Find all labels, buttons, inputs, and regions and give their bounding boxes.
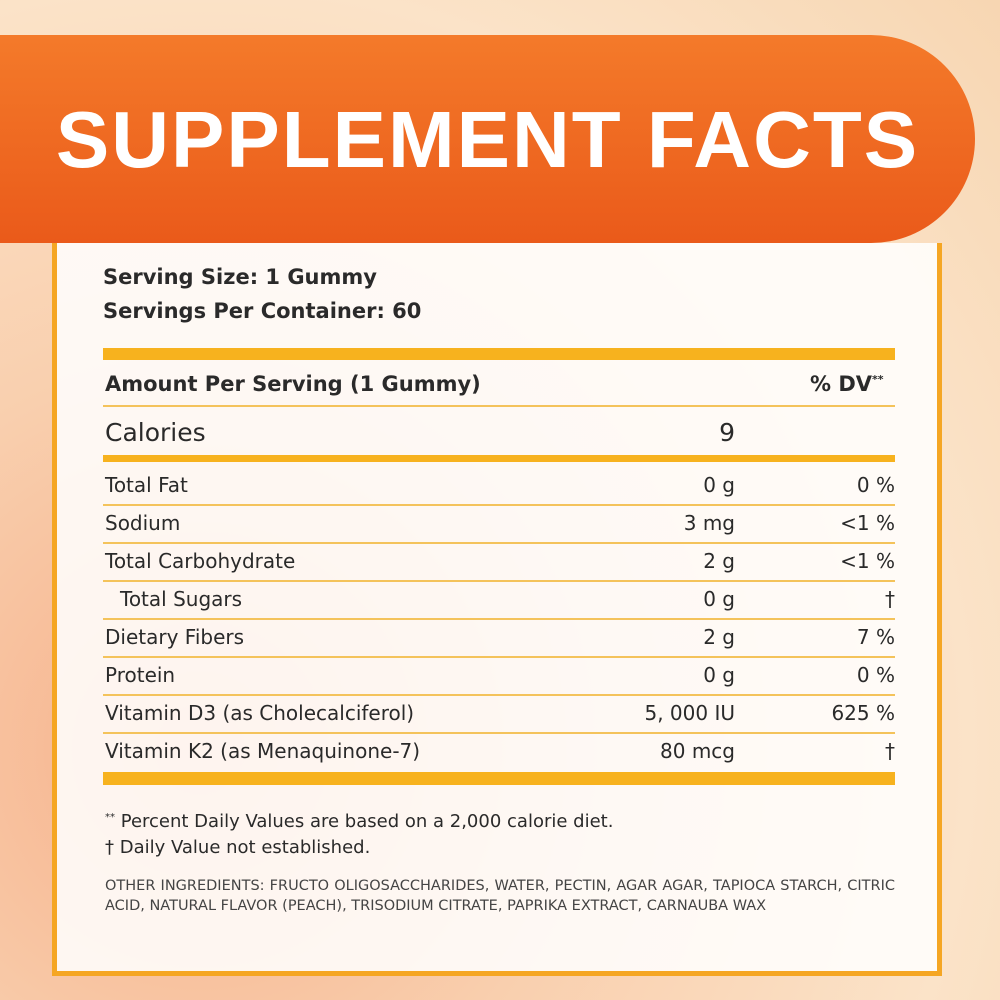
amount-header: Amount Per Serving (1 Gummy) — [105, 372, 481, 396]
nutrient-name: Total Carbohydrate — [105, 549, 296, 573]
nutrient-dv: <1 % — [840, 511, 895, 535]
nutrient-dv: † — [885, 587, 895, 611]
nutrient-amount: 0 g — [703, 663, 735, 687]
serving-size: Serving Size: 1 Gummy — [103, 265, 377, 289]
nutrient-name: Protein — [105, 663, 176, 687]
ingredients-text: FRUCTO OLIGOSACCHARIDES, WATER, PECTIN, … — [105, 878, 895, 914]
divider — [103, 732, 895, 734]
divider — [103, 580, 895, 582]
nutrient-dv: 0 % — [856, 663, 895, 687]
nutrient-name: Total Fat — [105, 473, 188, 497]
divider — [103, 656, 895, 658]
divider — [103, 694, 895, 696]
divider — [103, 618, 895, 620]
nutrient-name: Vitamin K2 (as Menaquinone-7) — [105, 739, 421, 763]
footnote-marker: ** — [105, 812, 115, 823]
divider — [103, 504, 895, 506]
dv-marker: ** — [872, 373, 884, 386]
divider-medium — [103, 455, 895, 462]
nutrient-amount: 2 g — [703, 625, 735, 649]
nutrient-name: Dietary Fibers — [105, 625, 245, 649]
divider-thick — [103, 348, 895, 360]
other-ingredients: OTHER INGREDIENTS: FRUCTO OLIGOSACCHARID… — [105, 876, 895, 916]
nutrient-name: Total Sugars — [120, 587, 243, 611]
nutrient-dv: 625 % — [831, 701, 895, 725]
nutrient-amount: 2 g — [703, 549, 735, 573]
ingredients-label: OTHER INGREDIENTS: — [105, 878, 265, 894]
nutrient-amount: 0 g — [703, 473, 735, 497]
footnote-not-established: † Daily Value not established. — [105, 837, 371, 858]
divider — [103, 405, 895, 407]
title-banner — [0, 35, 975, 243]
nutrient-name: Sodium — [105, 511, 181, 535]
nutrient-amount: 80 mcg — [660, 739, 735, 763]
divider — [103, 542, 895, 544]
nutrient-amount: 5, 000 IU — [644, 701, 735, 725]
footnote-text: Percent Daily Values are based on a 2,00… — [120, 811, 614, 832]
calories-value: 9 — [719, 418, 735, 447]
facts-panel — [52, 243, 942, 976]
nutrient-name: Vitamin D3 (as Cholecalciferol) — [105, 701, 415, 725]
nutrient-dv: 0 % — [856, 473, 895, 497]
servings-per-container: Servings Per Container: 60 — [103, 299, 422, 323]
title: SUPPLEMENT FACTS — [55, 95, 920, 184]
dv-header-text: % DV — [810, 372, 873, 396]
nutrient-dv: 7 % — [856, 625, 895, 649]
nutrient-dv: † — [885, 739, 895, 763]
divider-thick — [103, 772, 895, 785]
dv-header: % DV** — [810, 372, 884, 396]
calories-label: Calories — [105, 418, 206, 447]
nutrient-amount: 0 g — [703, 587, 735, 611]
nutrient-dv: <1 % — [840, 549, 895, 573]
footnote-dv: ** Percent Daily Values are based on a 2… — [105, 811, 613, 832]
nutrient-amount: 3 mg — [683, 511, 735, 535]
